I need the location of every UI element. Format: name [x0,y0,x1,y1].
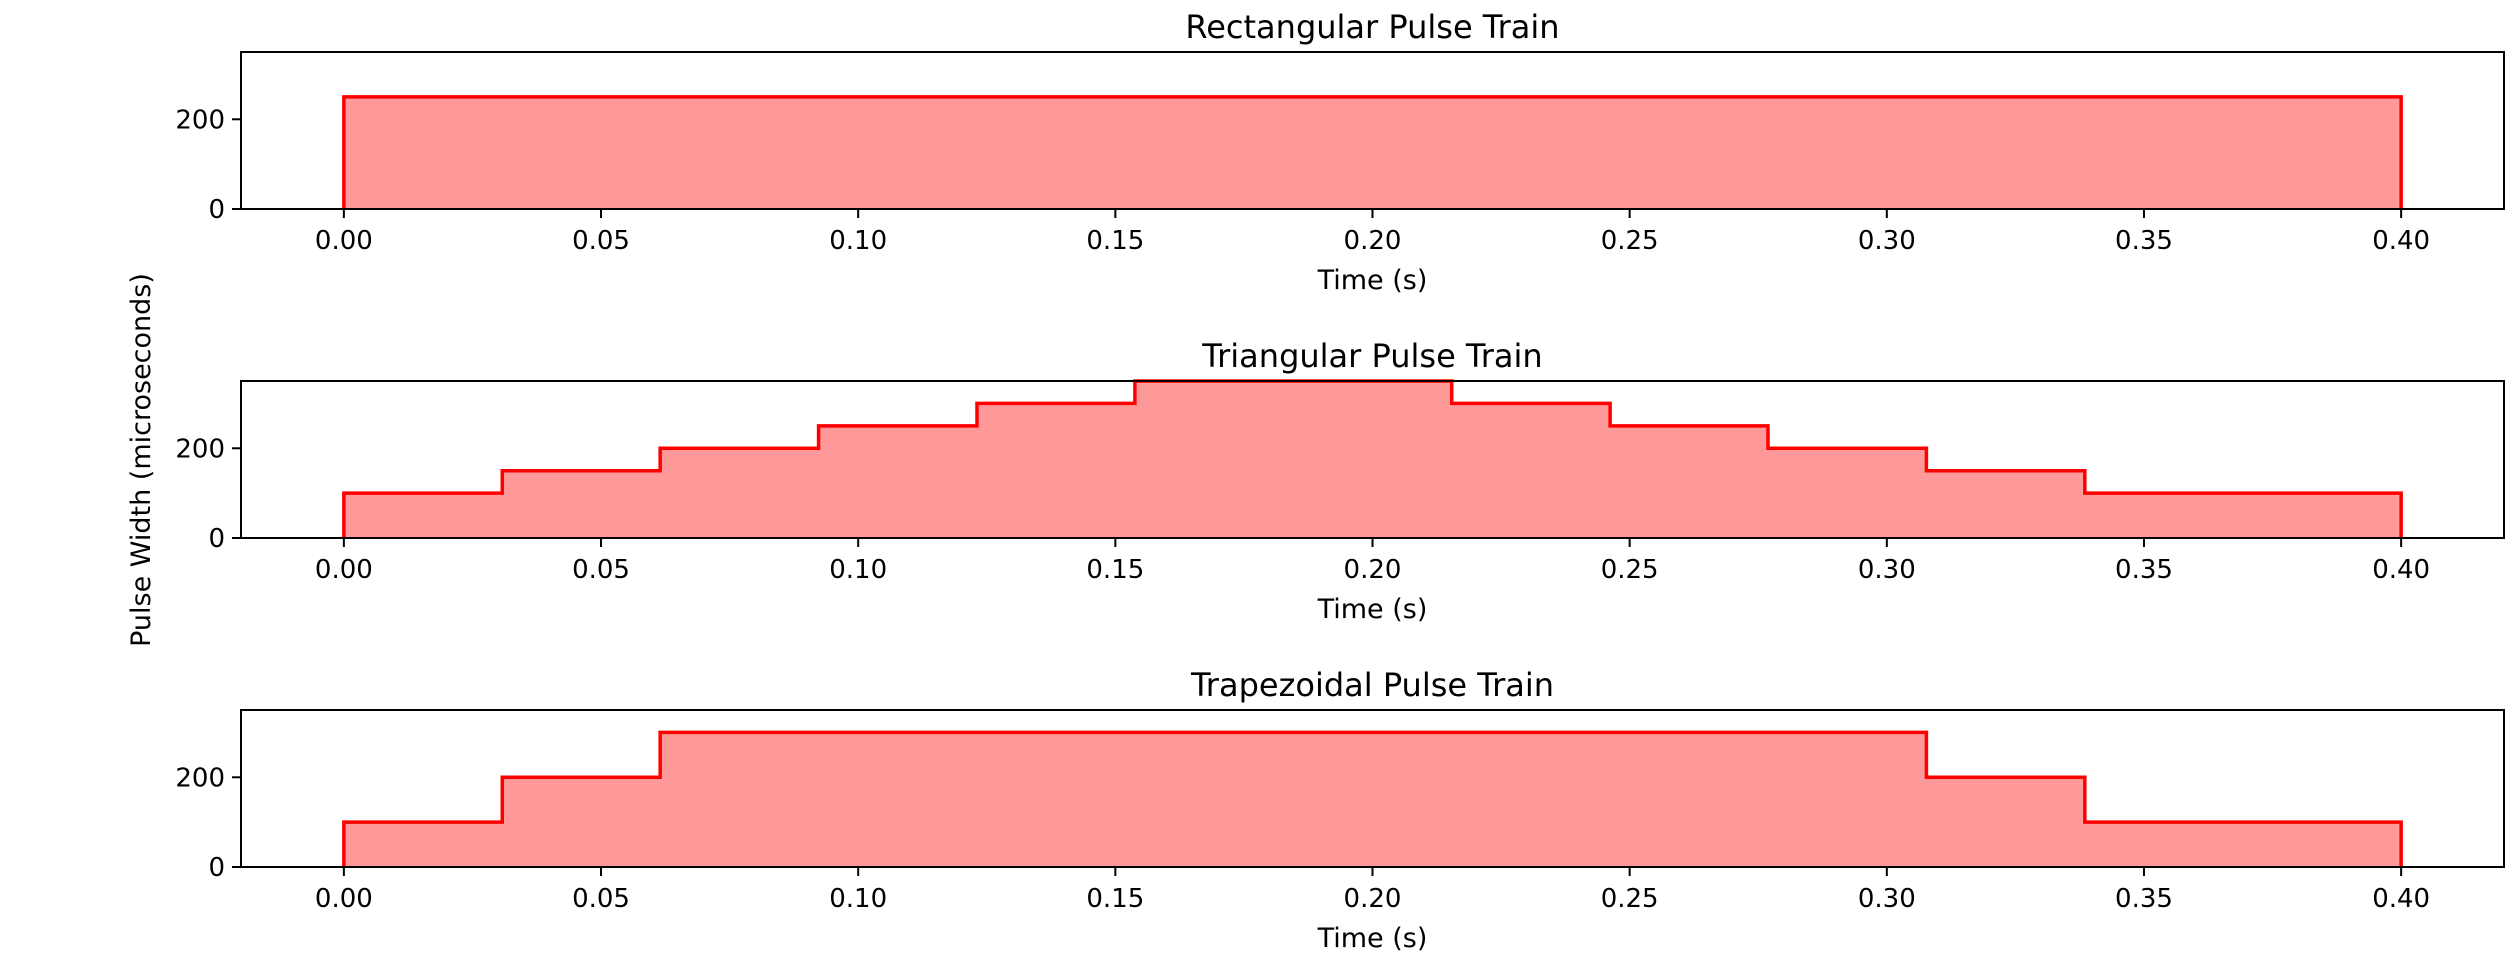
x-tick-label: 0.00 [315,555,373,585]
x-tick-label: 0.15 [1086,555,1144,585]
chart-title: Trapezoidal Pulse Train [1190,666,1554,704]
x-tick-label: 0.25 [1601,884,1659,914]
y-tick-label: 0 [208,853,225,883]
x-tick-label: 0.05 [572,226,630,256]
pulse-area-fill [343,732,2402,867]
x-tick-label: 0.40 [2372,555,2430,585]
x-axis-label: Time (s) [1317,594,1428,625]
pulse-step-line [342,730,2403,867]
x-tick-label: 0.10 [829,226,887,256]
x-tick-label: 0.10 [829,555,887,585]
x-tick-label: 0.35 [2115,226,2173,256]
x-tick-label: 0.30 [1858,226,1916,256]
x-tick-label: 0.00 [315,884,373,914]
y-tick-label: 200 [175,105,225,135]
x-axis-label: Time (s) [1317,265,1428,296]
shared-y-axis-label: Pulse Width (microseconds) [126,273,157,647]
x-tick-label: 0.10 [829,884,887,914]
x-axis-label: Time (s) [1317,923,1428,954]
x-tick-label: 0.20 [1344,555,1402,585]
chart-title: Triangular Pulse Train [1201,337,1542,375]
x-tick-label: 0.15 [1086,226,1144,256]
x-tick-label: 0.25 [1601,226,1659,256]
x-tick-label: 0.25 [1601,555,1659,585]
x-tick-label: 0.40 [2372,226,2430,256]
x-tick-label: 0.35 [2115,555,2173,585]
pulse-area-fill [343,381,2402,538]
x-tick-label: 0.15 [1086,884,1144,914]
x-tick-label: 0.35 [2115,884,2173,914]
y-tick-label: 200 [175,434,225,464]
x-tick-label: 0.05 [572,884,630,914]
x-tick-label: 0.20 [1344,226,1402,256]
y-tick-label: 200 [175,763,225,793]
y-tick-label: 0 [208,195,225,225]
pulse-step-line [342,95,2403,209]
x-tick-label: 0.20 [1344,884,1402,914]
x-tick-label: 0.05 [572,555,630,585]
x-tick-label: 0.30 [1858,555,1916,585]
x-tick-label: 0.00 [315,226,373,256]
chart-title: Rectangular Pulse Train [1185,8,1559,46]
pulse-area-fill [343,96,2402,209]
x-tick-label: 0.30 [1858,884,1916,914]
x-tick-label: 0.40 [2372,884,2430,914]
y-tick-label: 0 [208,524,225,554]
